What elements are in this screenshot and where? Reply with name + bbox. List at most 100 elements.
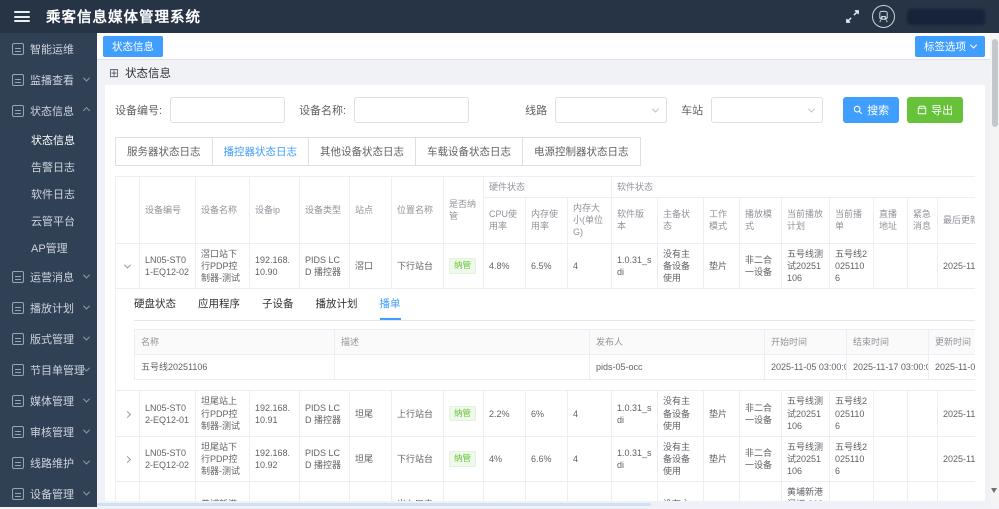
sidebar: 智能运维 监播查看 状态信息 状态信息 告警日志 软件日志 云管平台 AP管理 … <box>0 33 97 507</box>
col-header-cpu: CPU使用率 <box>484 198 526 243</box>
detail-tabs: 硬盘状态 应用程序 子设备 播放计划 播单 <box>134 297 975 321</box>
tab-vehicle-device-status-log[interactable]: 车载设备状态日志 <box>415 137 523 166</box>
table-row: LN05-ST02-EQ12-02 坦尾站下行PDP控制器-测试 192.168… <box>116 436 976 481</box>
col-header-device-no: 设备编号 <box>140 177 196 244</box>
chevron-right-icon <box>124 456 131 463</box>
sidebar-item-play-plan[interactable]: 播放计划 <box>0 292 97 323</box>
col-header-play-mode: 播放模式 <box>740 198 782 243</box>
col-header-end-time: 结束时间 <box>847 330 929 355</box>
main-table-container: 设备编号 设备名称 设备ip 设备类型 站点 位置名称 是否纳管 硬件状态 软件… <box>115 176 975 501</box>
app-title: 乘客信息媒体管理系统 <box>46 6 201 27</box>
row-expand-toggle[interactable] <box>116 243 140 288</box>
status-badge: 纳管 <box>449 451 476 466</box>
col-header-device-name: 设备名称 <box>196 177 250 244</box>
chevron-down-icon <box>652 106 659 113</box>
tag-options-button[interactable]: 标签选项 <box>915 36 985 57</box>
horizontal-scrollbar[interactable] <box>97 502 990 507</box>
expand-col-header <box>116 177 140 244</box>
device-name-input[interactable] <box>354 97 469 123</box>
table-row: LN05-ST01-EQ12-02 滘口站下行PDP控制器-测试 192.168… <box>116 243 976 288</box>
col-header-start-time: 开始时间 <box>765 330 847 355</box>
username-redacted[interactable] <box>907 9 985 25</box>
device-no-input[interactable] <box>170 97 285 123</box>
status-table: 设备编号 设备名称 设备ip 设备类型 站点 位置名称 是否纳管 硬件状态 软件… <box>115 176 975 501</box>
tab-server-status-log[interactable]: 服务器状态日志 <box>115 137 213 166</box>
status-badge: 纳管 <box>449 258 476 273</box>
sidebar-item-media-management[interactable]: 媒体管理 <box>0 385 97 416</box>
sidebar-item-program-list-management[interactable]: 节目单管理 <box>0 354 97 385</box>
chevron-down-icon <box>83 75 90 82</box>
sidebar-subitem-status-info[interactable]: 状态信息 <box>0 126 97 153</box>
chevron-down-icon <box>83 396 90 403</box>
chevron-down-icon <box>83 334 90 341</box>
menu-icon <box>12 105 24 117</box>
sidebar-item-layout-management[interactable]: 版式管理 <box>0 323 97 354</box>
scrollbar-down-arrow-icon[interactable] <box>991 488 997 493</box>
col-header-sw-version: 软件版本 <box>612 198 658 243</box>
col-header-memory: 内存使用率 <box>526 198 568 243</box>
chevron-down-icon <box>970 41 977 48</box>
sidebar-subitem-software-log[interactable]: 软件日志 <box>0 180 97 207</box>
sidebar-item-monitor-view[interactable]: 监播查看 <box>0 64 97 95</box>
tab-playlist[interactable]: 播单 <box>380 297 401 320</box>
sidebar-subitem-ap-management[interactable]: AP管理 <box>0 234 97 261</box>
tab-play-plan[interactable]: 播放计划 <box>316 297 358 320</box>
sidebar-item-intelligent-ops[interactable]: 智能运维 <box>0 33 97 64</box>
line-select[interactable] <box>555 97 667 123</box>
tab-power-controller-status-log[interactable]: 电源控制器状态日志 <box>522 137 641 166</box>
chevron-down-icon <box>808 106 815 113</box>
chevron-down-icon <box>83 489 90 496</box>
col-header-memory-size: 内存大小(单位G) <box>568 198 612 243</box>
row-expand-toggle[interactable] <box>116 482 140 501</box>
sidebar-item-operation-message[interactable]: 运营消息 <box>0 261 97 292</box>
tab-disk-status[interactable]: 硬盘状态 <box>134 297 176 320</box>
vertical-scrollbar-thumb[interactable] <box>992 39 998 127</box>
sidebar-item-line-maintenance[interactable]: 线路维护 <box>0 447 97 478</box>
col-header-name: 名称 <box>135 330 335 355</box>
fullscreen-icon[interactable] <box>845 9 860 24</box>
menu-icon <box>12 302 24 314</box>
tag-tabstrip: 状态信息 标签选项 <box>97 33 999 60</box>
col-header-master-backup: 主备状态 <box>658 198 704 243</box>
tab-player-status-log[interactable]: 播控器状态日志 <box>212 137 310 166</box>
hamburger-menu-icon[interactable] <box>14 11 30 22</box>
export-button[interactable]: 导出 <box>907 97 963 123</box>
sidebar-item-status-info[interactable]: 状态信息 <box>0 95 97 126</box>
tab-applications[interactable]: 应用程序 <box>198 297 240 320</box>
row-expand-toggle[interactable] <box>116 391 140 436</box>
sidebar-subitem-alarm-log[interactable]: 告警日志 <box>0 153 97 180</box>
device-log-tabs: 服务器状态日志 播控器状态日志 其他设备状态日志 车载设备状态日志 电源控制器状… <box>115 137 975 166</box>
chevron-down-icon <box>83 365 90 372</box>
col-header-last-update: 最后更新时间 <box>938 198 976 243</box>
group-header-software: 软件状态 <box>612 177 976 198</box>
menu-icon <box>12 426 24 438</box>
filter-row: 设备编号: 设备名称: 线路 车站 搜索 导出 <box>115 97 975 123</box>
user-avatar-train-icon[interactable] <box>872 5 895 28</box>
col-header-work-mode: 工作模式 <box>704 198 740 243</box>
col-header-location: 位置名称 <box>392 177 444 244</box>
main-area: 状态信息 标签选项 ⊞ 状态信息 设备编号: 设备名称: 线路 车站 搜索 <box>97 33 999 507</box>
chevron-down-icon <box>83 458 90 465</box>
search-button[interactable]: 搜索 <box>843 97 899 123</box>
row-expand-toggle[interactable] <box>116 436 140 481</box>
tag-status-info[interactable]: 状态信息 <box>103 36 163 57</box>
sidebar-item-review-management[interactable]: 审核管理 <box>0 416 97 447</box>
chevron-right-icon <box>124 411 131 418</box>
vertical-scrollbar[interactable] <box>990 33 999 507</box>
device-no-label: 设备编号: <box>115 102 162 118</box>
tab-other-device-status-log[interactable]: 其他设备状态日志 <box>308 137 416 166</box>
station-select[interactable] <box>711 97 823 123</box>
sidebar-subitem-cloud-platform[interactable]: 云管平台 <box>0 207 97 234</box>
chevron-down-icon <box>83 303 90 310</box>
breadcrumb: ⊞ 状态信息 <box>97 60 999 85</box>
expanded-detail-row: 硬盘状态 应用程序 子设备 播放计划 播单 名称 <box>116 288 976 390</box>
col-header-managed: 是否纳管 <box>444 177 484 244</box>
col-header-device-ip: 设备ip <box>250 177 300 244</box>
tab-sub-devices[interactable]: 子设备 <box>262 297 294 320</box>
export-box-icon <box>917 105 927 115</box>
menu-icon <box>12 74 24 86</box>
sidebar-item-device-management[interactable]: 设备管理 <box>0 478 97 509</box>
app-header: 乘客信息媒体管理系统 <box>0 0 999 33</box>
col-header-emergency-message: 紧急消息 <box>908 198 938 243</box>
horizontal-scrollbar-thumb[interactable] <box>97 503 651 506</box>
